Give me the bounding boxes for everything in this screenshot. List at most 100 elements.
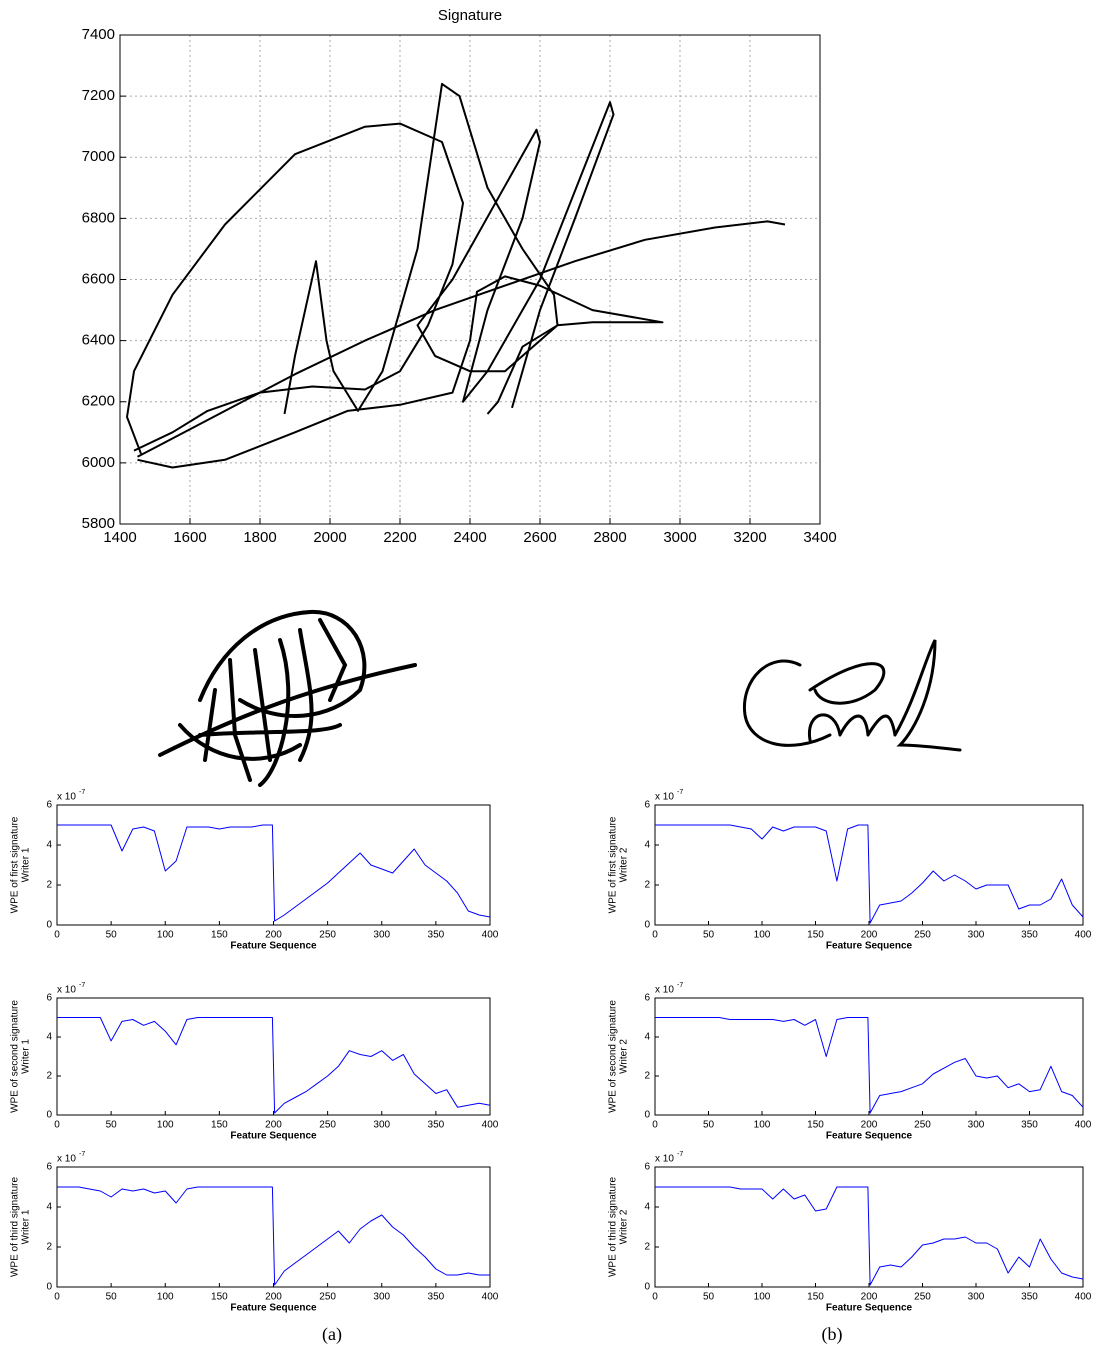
y-scale-exponent: -7 bbox=[79, 982, 85, 989]
x-tick-label: 0 bbox=[54, 1292, 60, 1303]
x-tick-label: 250 bbox=[319, 1120, 336, 1131]
x-tick-label: 400 bbox=[482, 930, 499, 941]
x-tick-label: 400 bbox=[1075, 1292, 1092, 1303]
x-tick-label: 2400 bbox=[453, 529, 486, 546]
data-line bbox=[655, 1018, 1083, 1114]
x-tick-label: 2000 bbox=[313, 529, 346, 546]
y-tick-label: 7200 bbox=[82, 87, 115, 104]
y-tick-label: 6800 bbox=[82, 209, 115, 226]
x-tick-label: 300 bbox=[373, 930, 390, 941]
x-tick-label: 0 bbox=[652, 1292, 658, 1303]
x-tick-label: 150 bbox=[807, 1292, 824, 1303]
y-scale-exponent: -7 bbox=[677, 789, 683, 796]
x-tick-label: 2200 bbox=[383, 529, 416, 546]
x-tick-label: 350 bbox=[1021, 930, 1038, 941]
y-tick-label: 2 bbox=[46, 1242, 52, 1253]
x-tick-label: 0 bbox=[652, 930, 658, 941]
y-tick-label: 6 bbox=[46, 993, 52, 1004]
y-axis-label: WPE of second signature bbox=[10, 1000, 21, 1113]
y-tick-label: 7400 bbox=[82, 26, 115, 43]
y-tick-label: 6200 bbox=[82, 393, 115, 410]
x-tick-label: 0 bbox=[652, 1120, 658, 1131]
x-tick-label: 250 bbox=[914, 930, 931, 941]
y-tick-label: 6600 bbox=[82, 270, 115, 287]
y-tick-label: 4 bbox=[644, 1202, 650, 1213]
x-axis-label: Feature Sequence bbox=[230, 941, 317, 952]
x-tick-label: 2600 bbox=[523, 529, 556, 546]
y-scale-base: x 10 bbox=[655, 1154, 674, 1165]
x-tick-label: 350 bbox=[428, 1120, 445, 1131]
y-scale-base: x 10 bbox=[57, 792, 76, 803]
x-tick-label: 150 bbox=[211, 1292, 228, 1303]
x-tick-label: 100 bbox=[754, 1292, 771, 1303]
y-scale-exponent: -7 bbox=[677, 982, 683, 989]
y-axis-label: WPE of third signature bbox=[608, 1177, 619, 1277]
y-axis-label: Writer 1 bbox=[21, 847, 32, 882]
y-axis-label: Writer 2 bbox=[619, 1039, 630, 1074]
caption: (b) bbox=[822, 1324, 843, 1345]
x-tick-label: 2800 bbox=[593, 529, 626, 546]
x-tick-label: 300 bbox=[968, 930, 985, 941]
x-tick-label: 1600 bbox=[173, 529, 206, 546]
x-tick-label: 50 bbox=[703, 1292, 715, 1303]
chart-title: Signature bbox=[438, 7, 502, 24]
y-tick-label: 4 bbox=[644, 840, 650, 851]
y-tick-label: 6 bbox=[644, 1162, 650, 1173]
x-tick-label: 200 bbox=[861, 930, 878, 941]
y-tick-label: 6 bbox=[46, 800, 52, 811]
x-tick-label: 200 bbox=[265, 930, 282, 941]
y-tick-label: 6 bbox=[644, 993, 650, 1004]
scribble bbox=[160, 612, 415, 785]
x-tick-label: 250 bbox=[319, 1292, 336, 1303]
signature-image-b bbox=[744, 640, 960, 750]
y-axis-label: Writer 1 bbox=[21, 1039, 32, 1074]
x-tick-label: 250 bbox=[914, 1120, 931, 1131]
data-line bbox=[57, 1187, 490, 1285]
y-tick-label: 4 bbox=[46, 840, 52, 851]
x-tick-label: 50 bbox=[703, 930, 715, 941]
x-tick-label: 300 bbox=[968, 1120, 985, 1131]
x-tick-label: 100 bbox=[157, 1292, 174, 1303]
x-tick-label: 250 bbox=[319, 930, 336, 941]
x-tick-label: 400 bbox=[1075, 930, 1092, 941]
y-tick-label: 6400 bbox=[82, 332, 115, 349]
signature-image-a bbox=[160, 612, 415, 785]
y-scale-base: x 10 bbox=[655, 985, 674, 996]
y-scale-exponent: -7 bbox=[79, 789, 85, 796]
y-axis-label: Writer 2 bbox=[619, 847, 630, 882]
y-tick-label: 5800 bbox=[82, 515, 115, 532]
y-tick-label: 2 bbox=[644, 1242, 650, 1253]
x-tick-label: 100 bbox=[157, 930, 174, 941]
y-tick-label: 2 bbox=[644, 1071, 650, 1082]
y-axis-label: WPE of first signature bbox=[10, 816, 21, 913]
y-scale-base: x 10 bbox=[655, 792, 674, 803]
x-tick-label: 50 bbox=[106, 1120, 118, 1131]
y-tick-label: 0 bbox=[644, 920, 650, 931]
x-tick-label: 250 bbox=[914, 1292, 931, 1303]
x-axis-label: Feature Sequence bbox=[826, 1131, 913, 1142]
x-tick-label: 200 bbox=[861, 1292, 878, 1303]
y-tick-label: 6 bbox=[46, 1162, 52, 1173]
x-tick-label: 150 bbox=[807, 930, 824, 941]
x-tick-label: 350 bbox=[428, 1292, 445, 1303]
x-tick-label: 350 bbox=[1021, 1120, 1038, 1131]
y-tick-label: 0 bbox=[46, 1282, 52, 1293]
y-axis-label: WPE of first signature bbox=[608, 816, 619, 913]
x-tick-label: 200 bbox=[265, 1120, 282, 1131]
x-axis-label: Feature Sequence bbox=[230, 1131, 317, 1142]
x-tick-label: 100 bbox=[754, 930, 771, 941]
y-tick-label: 6000 bbox=[82, 454, 115, 471]
x-tick-label: 3400 bbox=[803, 529, 836, 546]
x-tick-label: 50 bbox=[106, 930, 118, 941]
x-tick-label: 200 bbox=[861, 1120, 878, 1131]
y-tick-label: 0 bbox=[644, 1282, 650, 1293]
y-scale-base: x 10 bbox=[57, 1154, 76, 1165]
x-tick-label: 150 bbox=[807, 1120, 824, 1131]
x-tick-label: 200 bbox=[265, 1292, 282, 1303]
y-tick-label: 0 bbox=[46, 1110, 52, 1121]
data-line bbox=[57, 1018, 490, 1114]
x-tick-label: 100 bbox=[157, 1120, 174, 1131]
x-tick-label: 3000 bbox=[663, 529, 696, 546]
x-tick-label: 3200 bbox=[733, 529, 766, 546]
y-tick-label: 7000 bbox=[82, 148, 115, 165]
